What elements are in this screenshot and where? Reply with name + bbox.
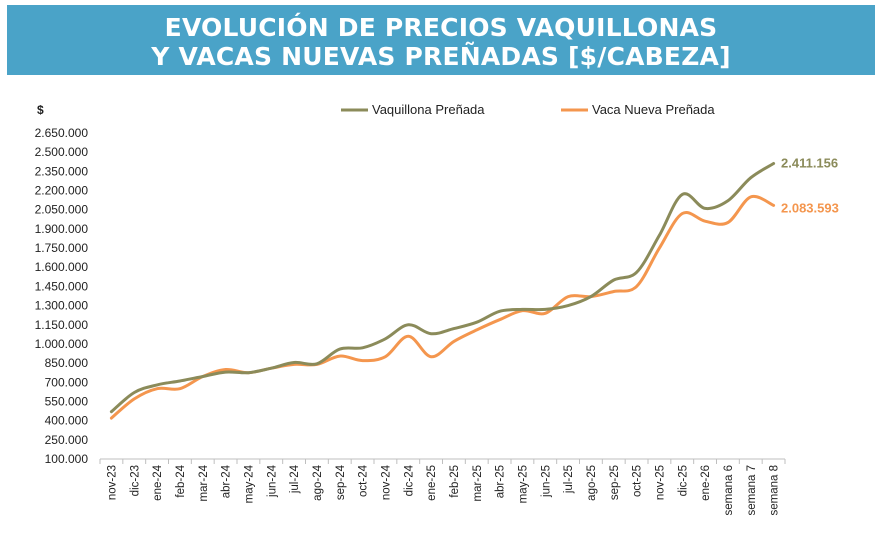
y-tick-label: 400.000 [45,414,89,428]
y-tick-label: 1.450.000 [35,279,89,293]
x-tick-label: dic-24 [403,464,415,496]
x-tick-label: jul-25 [563,465,575,494]
y-tick-label: 1.750.000 [35,241,89,255]
x-tick-label: sep-25 [609,465,621,500]
x-tick-label: jun-24 [266,464,278,498]
y-tick-label: 2.050.000 [35,203,89,217]
x-tick-label: oct-25 [632,465,644,497]
x-tick-label: mar-25 [472,465,484,501]
y-tick-label: 850.000 [45,356,89,370]
x-tick-label: mar-24 [198,464,210,501]
x-tick-label: ago-24 [312,464,324,500]
chart-title-line-1: EVOLUCIÓN DE PRECIOS VAQUILLONAS [164,13,718,42]
x-tick-label: feb-25 [449,465,461,498]
y-tick-label: 100.000 [45,452,89,466]
y-tick-label: 2.650.000 [35,126,89,140]
y-tick-label: 1.900.000 [35,222,89,236]
series-line-vaca-nueva-prenada [109,194,776,420]
chart-title-line-2: Y VACAS NUEVAS PREÑADAS [$/CABEZA] [151,42,731,71]
end-value-label-vaquillona-prenada: 2.411.156 [781,156,838,171]
x-tick-label: abr-25 [495,465,507,498]
series-line-vaquillona-prenada [109,162,776,414]
x-tick-label: dic-25 [677,465,689,496]
y-tick-label: 700.000 [45,375,89,389]
y-tick-label: 250.000 [45,433,89,447]
x-tick-label: semana 6 [723,465,735,516]
x-tick-label: nov-25 [654,465,666,500]
x-tick-label: ene-26 [700,465,712,501]
y-axis-label: $ [37,103,44,117]
x-tick-label: ene-24 [152,464,164,500]
x-tick-label: abr-24 [221,464,233,498]
legend-label-vaca-nueva-prenada: Vaca Nueva Preñada [592,102,715,117]
x-tick-label: may-25 [517,465,529,503]
x-tick-label: dic-23 [129,465,141,496]
x-tick-label: ago-25 [586,465,598,501]
y-tick-label: 2.500.000 [35,145,89,159]
y-tick-label: 1.000.000 [35,337,89,351]
x-tick-label: sep-24 [335,464,347,500]
x-tick-label: oct-24 [358,464,370,497]
x-tick-label: feb-24 [175,464,187,497]
x-tick-label: may-24 [243,464,255,503]
y-tick-label: 1.300.000 [35,299,89,313]
y-tick-label: 1.150.000 [35,318,89,332]
end-value-label-vaca-nueva-prenada: 2.083.593 [781,200,839,215]
y-tick-label: 550.000 [45,394,89,408]
x-tick-label: jun-25 [540,465,552,498]
x-tick-label: semana 8 [769,465,781,516]
y-tick-label: 1.600.000 [35,260,89,274]
x-tick-label: nov-23 [106,465,118,500]
x-tick-label: jul-24 [289,464,301,494]
x-tick-label: ene-25 [426,465,438,501]
title-banner: EVOLUCIÓN DE PRECIOS VAQUILLONAS Y VACAS… [7,5,875,75]
legend-label-vaquillona-prenada: Vaquillona Preñada [372,102,485,117]
x-tick-label: semana 7 [746,465,758,516]
x-tick-label: nov-24 [380,464,392,500]
y-tick-label: 2.350.000 [35,164,89,178]
y-tick-label: 2.200.000 [35,184,89,198]
